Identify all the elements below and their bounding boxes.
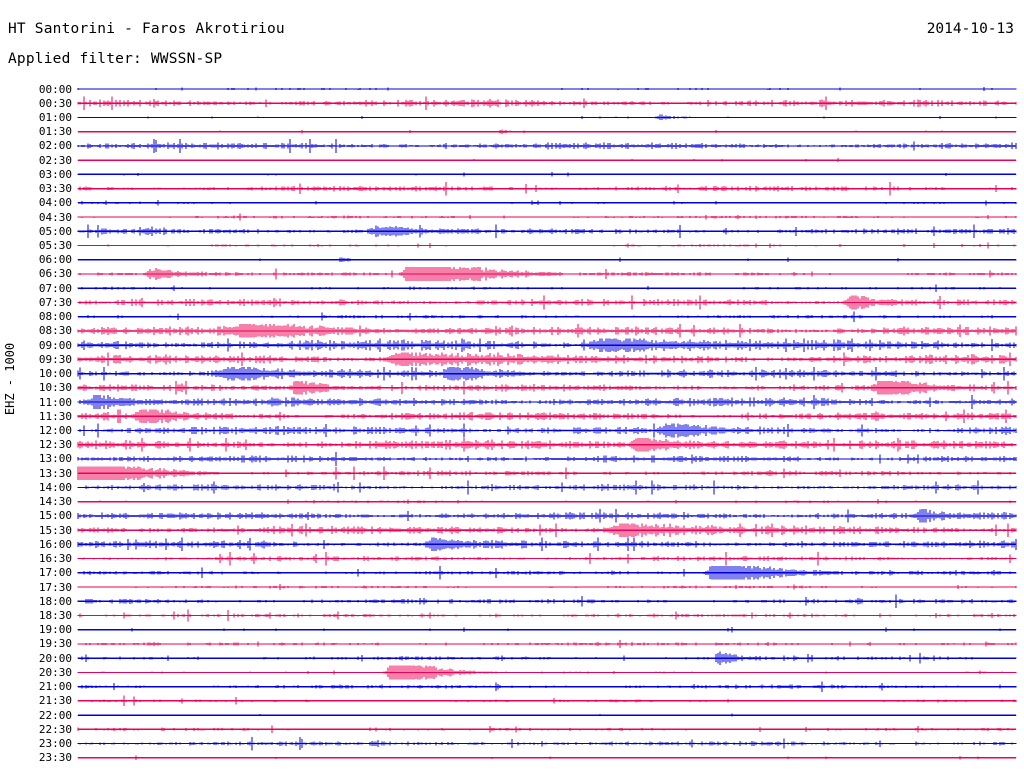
time-label: 22:30 <box>38 722 72 736</box>
time-label: 08:00 <box>38 310 72 324</box>
time-label: 02:30 <box>38 153 72 167</box>
time-label: 00:30 <box>38 96 72 110</box>
time-label: 15:00 <box>38 509 72 523</box>
time-label: 10:30 <box>38 381 72 395</box>
time-label: 16:00 <box>38 537 72 551</box>
time-label: 21:30 <box>38 694 72 708</box>
time-label: 12:00 <box>38 424 72 438</box>
date-label: 2014-10-13 <box>926 21 1014 37</box>
time-label: 11:00 <box>38 395 72 409</box>
time-label: 09:00 <box>38 338 72 352</box>
time-label: 06:00 <box>38 253 72 267</box>
time-label: 03:00 <box>38 167 72 181</box>
time-label: 23:30 <box>38 751 72 765</box>
time-label: 03:30 <box>38 182 72 196</box>
time-label: 16:30 <box>38 552 72 566</box>
time-label: 01:00 <box>38 110 72 124</box>
time-label: 14:00 <box>38 480 72 494</box>
helicorder-plot: 00:00 00:30 01:00 01:30 02:00 02:30 03:00 03:30… <box>0 82 1024 772</box>
time-label: 06:30 <box>38 267 72 281</box>
time-label: 13:30 <box>38 466 72 480</box>
time-label: 18:30 <box>38 609 72 622</box>
time-label: 05:30 <box>38 239 72 253</box>
time-label: 04:30 <box>38 210 72 224</box>
time-label: 19:30 <box>38 637 72 651</box>
time-label: 05:00 <box>38 224 72 238</box>
time-label: 00:00 <box>38 82 72 96</box>
page-title: HT Santorini - Faros Akrotiriou <box>8 21 285 37</box>
time-label: 10:00 <box>38 367 72 381</box>
time-label: 04:00 <box>38 196 72 210</box>
time-label: 12:30 <box>38 438 72 452</box>
time-label: 21:00 <box>38 680 72 694</box>
filter-label: Applied filter: WWSSN-SP <box>8 51 223 67</box>
time-label: 19:00 <box>38 623 72 637</box>
time-label: 14:30 <box>38 495 72 509</box>
seismogram-traces <box>77 87 1017 761</box>
time-label: 09:30 <box>38 352 72 366</box>
time-label: 15:30 <box>38 523 72 537</box>
time-label: 13:00 <box>38 452 72 466</box>
time-label: 18:00 <box>38 594 72 608</box>
time-label: 17:30 <box>38 580 72 594</box>
time-label: 01:30 <box>38 125 72 139</box>
time-label: 20:00 <box>38 651 72 665</box>
time-label: 17:00 <box>38 566 72 580</box>
time-label: 23:00 <box>38 737 72 751</box>
time-label: 11:30 <box>38 409 72 423</box>
time-label: 07:30 <box>38 295 72 309</box>
time-label: 20:30 <box>38 665 72 679</box>
time-label: 02:00 <box>38 139 72 153</box>
time-label: 22:00 <box>38 708 72 722</box>
time-label: 08:30 <box>38 324 72 338</box>
time-label: 07:00 <box>38 281 72 295</box>
